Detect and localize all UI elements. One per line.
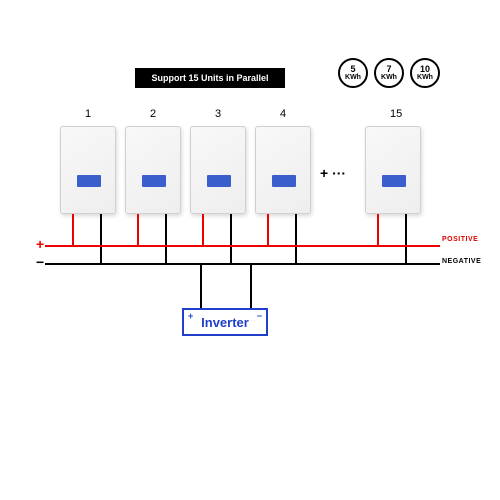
ellipsis-more-units: + ···: [320, 165, 346, 181]
inverter-box: + Inverter −: [182, 308, 268, 336]
inverter-plus-terminal: +: [188, 311, 193, 321]
title-banner: Support 15 Units in Parallel: [135, 68, 285, 88]
unit-pos-lead: [202, 214, 204, 245]
unit-label-15: 15: [390, 108, 402, 120]
battery-unit-2: [125, 126, 181, 214]
unit-label-3: 3: [215, 108, 221, 120]
inverter-leg-right: [250, 263, 252, 308]
negative-symbol: −: [36, 254, 44, 270]
negative-bus: [45, 263, 440, 265]
negative-label: NEGATIVE: [442, 258, 481, 265]
positive-label: POSITIVE: [442, 236, 478, 243]
badge-10kwh: 10 KWh: [410, 58, 440, 88]
unit-label-1: 1: [85, 108, 91, 120]
unit-display-icon: [207, 175, 231, 187]
unit-display-icon: [272, 175, 296, 187]
unit-label-4: 4: [280, 108, 286, 120]
inverter-leg-left: [200, 263, 202, 308]
unit-display-icon: [382, 175, 406, 187]
unit-neg-lead: [230, 214, 232, 263]
unit-display-icon: [142, 175, 166, 187]
unit-pos-lead: [137, 214, 139, 245]
battery-unit-4: [255, 126, 311, 214]
badge-7kwh: 7 KWh: [374, 58, 404, 88]
battery-unit-1: [60, 126, 116, 214]
battery-unit-3: [190, 126, 246, 214]
unit-neg-lead: [405, 214, 407, 263]
unit-display-icon: [77, 175, 101, 187]
unit-pos-lead: [72, 214, 74, 245]
unit-neg-lead: [165, 214, 167, 263]
unit-pos-lead: [267, 214, 269, 245]
badge-5kwh: 5 KWh: [338, 58, 368, 88]
unit-pos-lead: [377, 214, 379, 245]
positive-bus: [45, 245, 440, 247]
battery-unit-15: [365, 126, 421, 214]
unit-neg-lead: [295, 214, 297, 263]
capacity-badges: 5 KWh 7 KWh 10 KWh: [338, 58, 440, 88]
inverter-label: Inverter: [201, 315, 249, 330]
inverter-minus-terminal: −: [257, 311, 262, 321]
positive-symbol: +: [36, 236, 44, 252]
unit-label-2: 2: [150, 108, 156, 120]
unit-neg-lead: [100, 214, 102, 263]
